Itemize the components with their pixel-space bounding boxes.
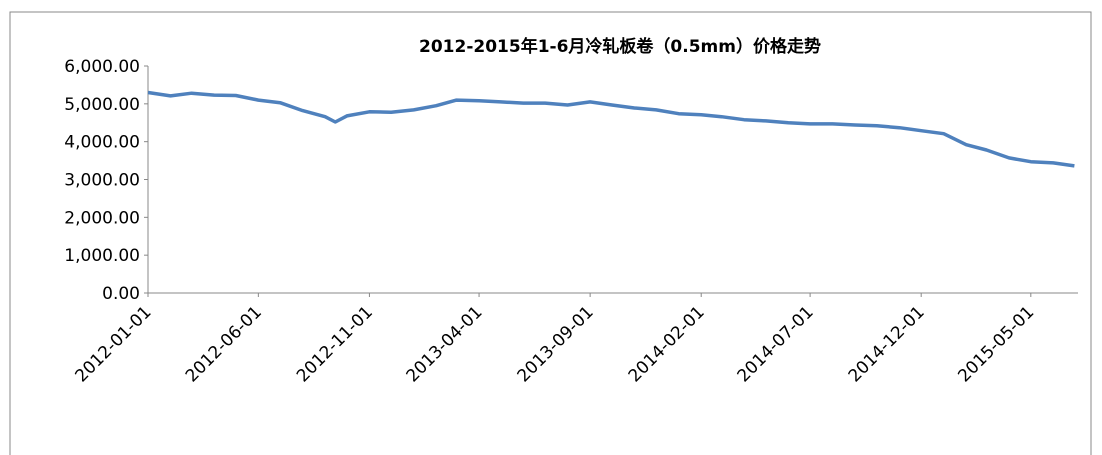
x-tick-label: 2015-05-01 <box>954 302 1038 386</box>
y-tick-label: 5,000.00 <box>64 95 140 115</box>
chart-frame <box>9 11 1092 455</box>
x-tick-label: 2014-02-01 <box>625 302 709 386</box>
chart-title: 2012-2015年1-6月冷轧板卷（0.5mm）价格走势 <box>419 36 821 57</box>
x-tick-label: 2014-12-01 <box>845 302 929 386</box>
x-tick-label: 2013-09-01 <box>514 302 598 386</box>
y-tick-label: 2,000.00 <box>64 208 140 228</box>
x-tick-label: 2012-11-01 <box>293 302 377 386</box>
y-tick-label: 4,000.00 <box>64 133 140 153</box>
y-tick-label: 0.00 <box>102 284 140 304</box>
y-tick-label: 3,000.00 <box>64 171 140 191</box>
x-tick-label: 2013-04-01 <box>403 302 487 386</box>
x-tick-label: 2012-06-01 <box>182 302 266 386</box>
line-series <box>147 90 1075 168</box>
x-tick-label: 2012-01-01 <box>72 302 156 386</box>
y-tick-label: 1,000.00 <box>64 246 140 266</box>
x-tick-label: 2014-07-01 <box>734 302 818 386</box>
y-tick-label: 6,000.00 <box>64 57 140 77</box>
